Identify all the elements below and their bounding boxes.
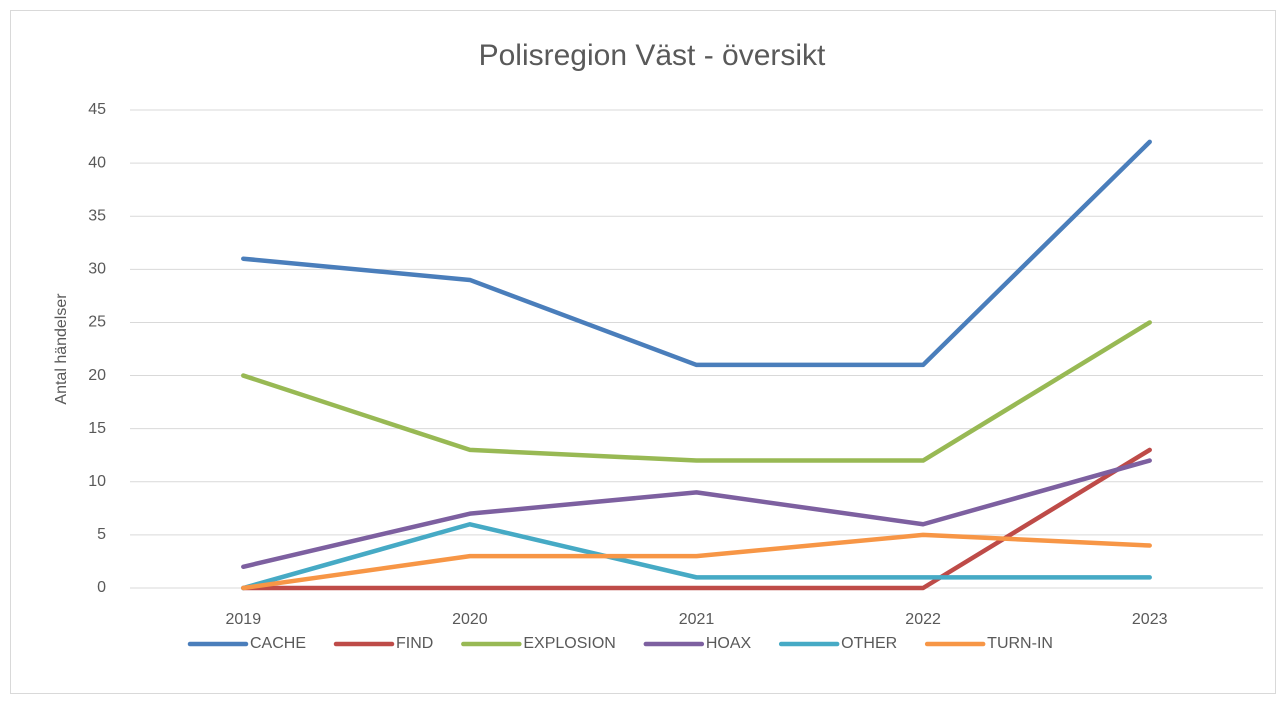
y-axis-label: Antal händelser bbox=[53, 293, 70, 405]
x-tick-label: 2021 bbox=[679, 611, 715, 628]
y-tick-label: 15 bbox=[88, 420, 106, 437]
x-tick-label: 2023 bbox=[1132, 611, 1168, 628]
series-line bbox=[241, 532, 1152, 591]
x-tick-label: 2022 bbox=[905, 611, 941, 628]
legend-label: HOAX bbox=[706, 635, 752, 652]
series-line bbox=[241, 320, 1152, 463]
y-tick-label: 40 bbox=[88, 154, 106, 171]
x-tick-label: 2019 bbox=[226, 611, 262, 628]
series-line bbox=[241, 522, 1152, 591]
series-line bbox=[241, 458, 1152, 570]
chart-title: Polisregion Väst - översikt bbox=[479, 39, 826, 72]
series-line bbox=[241, 447, 1152, 591]
legend-label: CACHE bbox=[250, 635, 306, 652]
y-tick-label: 5 bbox=[97, 526, 106, 543]
legend-label: EXPLOSION bbox=[523, 635, 615, 652]
y-tick-label: 45 bbox=[88, 101, 106, 118]
series-line bbox=[241, 139, 1152, 368]
legend-label: OTHER bbox=[841, 635, 897, 652]
y-tick-label: 0 bbox=[97, 579, 106, 596]
y-tick-label: 30 bbox=[88, 261, 106, 278]
legend-label: TURN-IN bbox=[987, 635, 1053, 652]
y-tick-label: 10 bbox=[88, 473, 106, 490]
y-tick-label: 35 bbox=[88, 207, 106, 224]
x-tick-label: 2020 bbox=[452, 611, 488, 628]
chart-border bbox=[10, 10, 1276, 694]
y-tick-label: 20 bbox=[88, 367, 106, 384]
legend-label: FIND bbox=[396, 635, 433, 652]
y-tick-label: 25 bbox=[88, 314, 106, 331]
